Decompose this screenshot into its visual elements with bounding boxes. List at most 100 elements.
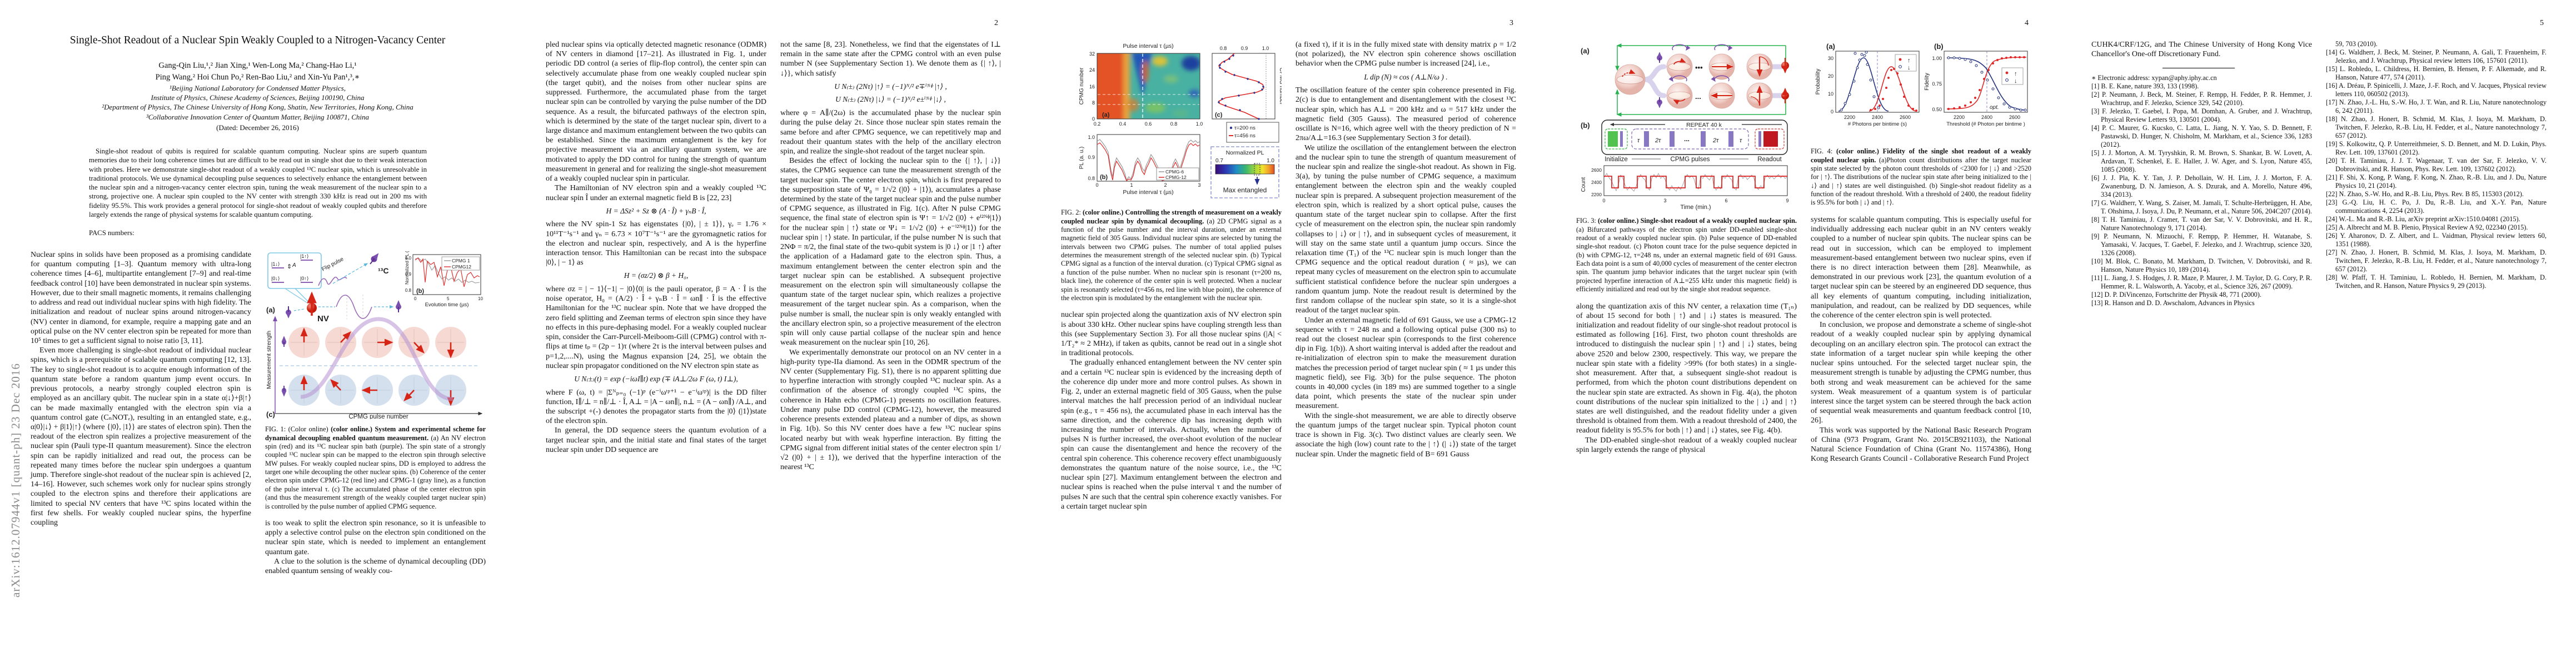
- caption-bold: (color online.) Single-shot readout of a…: [1597, 217, 1797, 225]
- body-paragraph: A clue to the solution is the scheme of …: [265, 557, 486, 576]
- axis-tick: 3: [1198, 182, 1200, 188]
- body-paragraph: The oscillation feature of the center sp…: [1296, 86, 1516, 143]
- legend-down-arrow: ↓: [1907, 64, 1911, 71]
- caption-body: (a) 2D CPMG signal as a function of the …: [1061, 217, 1282, 302]
- page-number-5: 5: [2540, 19, 2544, 27]
- axis-tick: 5: [447, 296, 450, 301]
- body-paragraph: systems for scalable quantum computing. …: [1811, 215, 2031, 320]
- fig2-heatmap: (a): [1097, 53, 1200, 120]
- fig2-panel-b-label: (b): [1100, 174, 1108, 181]
- fig2b-y-axis-label: PL (a. u.): [1079, 147, 1085, 170]
- reference-item: [25] A. Albrecht and M. B. Plenio, Physi…: [2326, 223, 2528, 231]
- reference-item: [12] D. P. DiVincenzo, Fortschritte der …: [2091, 291, 2261, 299]
- colorbar-title: Normalized PL: [1226, 150, 1264, 156]
- axis-tick: 6: [1725, 198, 1727, 203]
- cpmg12-curve-b: [1097, 142, 1200, 181]
- fig2a-y-ticks: 32 24 16 8 0: [1089, 51, 1095, 122]
- equation: H = ΔSz² + Sz ⊗ (A · Î) + γₙB · Î,: [606, 206, 706, 215]
- tau-label: τ: [1637, 137, 1640, 144]
- fig1-panel-c-label: (c): [266, 410, 275, 419]
- axis-tick: 1.0: [1262, 46, 1269, 51]
- tau456-points: [1218, 54, 1264, 120]
- pulse-dots: ...: [1684, 135, 1690, 143]
- axis-tick: 2400: [1591, 180, 1602, 185]
- svg-text:0.2: 0.2: [1094, 121, 1101, 127]
- reference-item: [11] L. Jiang, J. S. Hodges, J. R. Maze,…: [2091, 274, 2312, 291]
- figure-4-graphic: (a) 30 20 10 0 Probability: [1815, 42, 2028, 127]
- body-paragraph: where the NV spin-1 Sz has eigenstates {…: [546, 220, 766, 267]
- fig2a-y-axis-label: CPMG number: [1079, 67, 1085, 104]
- authors-line-1: Gang-Qin Liu,¹,² Jian Xing,¹ Wen-Long Ma…: [158, 61, 357, 70]
- body-paragraph: The Hamiltonian of NV electron spin and …: [546, 184, 766, 202]
- page2-right-column: not the same [8, 23]. Nonetheless, we fi…: [780, 40, 1001, 614]
- axis-tick: 2600: [2009, 115, 2020, 120]
- fig1-panel-b: Normalized PL (a. u.) 1.0 0.9 0.8 CPMG 1…: [404, 240, 483, 308]
- body-paragraph: We experimentally demonstrate our protoc…: [780, 348, 1001, 472]
- axis-tick: 2200: [1954, 115, 1965, 120]
- caption-lead: FIG. 1: (Color online): [265, 425, 331, 434]
- fig2-panel-a-label: (a): [1102, 112, 1110, 118]
- reference-item: [6] J. J. Pla, K. Y. Tan, J. P. Dehollai…: [2091, 174, 2312, 199]
- svg-text:0: 0: [1092, 116, 1095, 122]
- figure-4: (a) 30 20 10 0 Probability: [1811, 41, 2031, 207]
- axis-tick: 3: [1663, 198, 1666, 203]
- body-paragraph: where F (ω, t) = |Σᴺₚ₌₀ (−1)ᵖ (e⁻ⁱωᵗᵖ⁺¹ …: [546, 388, 766, 426]
- fig1-level-1up: |1↑⟩: [300, 253, 308, 259]
- author-block: Gang-Qin Liu,¹,² Jian Xing,¹ Wen-Long Ma…: [25, 60, 490, 132]
- fig2-colorbar-box: Normalized PL 0.7 1.0 Max entangled: [1210, 146, 1279, 198]
- affiliation-1b: Institute of Physics, Chinese Academy of…: [151, 93, 365, 102]
- axis-tick: 0.8: [1220, 46, 1227, 51]
- reference-item: [17] N. Zhao, J.-L. Hu, S.-W. Ho, J. T. …: [2326, 98, 2547, 115]
- reference-item: [4] P. C. Maurer, G. Kucsko, C. Latta, L…: [2091, 124, 2312, 149]
- pacs-line: PACS numbers:: [89, 229, 134, 237]
- fig1-flip-pulse-label: Flip pulse: [321, 256, 345, 273]
- legend-tau456: τ=456 ns: [1234, 133, 1255, 139]
- fig3-panel-a-label: (a): [1581, 47, 1590, 55]
- fig1-c13-label: ¹³C: [378, 266, 388, 275]
- fig1c-y-axis-label: Measurement strength: [266, 331, 272, 389]
- fig3-panel-b-label: (b): [1581, 121, 1590, 130]
- ellipsis-dots: ...: [1695, 92, 1701, 101]
- axis-tick: 10: [478, 296, 483, 301]
- down-state-distribution: [1838, 57, 1889, 112]
- fig2b-x-axis-label: Pulse interval τ (µs): [1123, 189, 1173, 196]
- fig4-panel-b-label: (b): [1934, 42, 1944, 51]
- caption-lead: FIG. 3:: [1576, 217, 1598, 225]
- axis-tick: 0.50: [1932, 107, 1942, 112]
- reference-item: [18] N. Zhao, J. Honert, B. Schmid, M. K…: [2326, 115, 2547, 140]
- repeat-label: REPEAT 40 k: [1686, 122, 1722, 128]
- svg-text:0.8: 0.8: [1170, 121, 1178, 127]
- figure-2-caption: FIG. 2: (color online.) Controlling the …: [1061, 208, 1282, 302]
- axis-tick: 20: [1828, 73, 1833, 79]
- fig3-panel-b: (b) REPEAT 40 k τ 2τ ... 2τ τ: [1581, 120, 1788, 163]
- flip-pulse-waveform: [318, 276, 347, 286]
- legend-cpmg6: CPMG-6: [1165, 169, 1184, 175]
- affiliation-1: ¹Beijing National Laboratory for Condens…: [170, 84, 346, 93]
- axis-tick: 0.9: [1241, 46, 1248, 51]
- fig1-level-0up: |0↑⟩: [300, 276, 308, 281]
- axis-tick: 2400: [1981, 115, 1992, 120]
- phase-sine-curve: [300, 317, 454, 401]
- fig4b-y-axis-label: Fidelity: [1924, 73, 1930, 91]
- reference-item: [23] G.-Q. Liu, H. C. Po, J. Du, R.-B. L…: [2326, 198, 2547, 215]
- two-tau-label: 2τ: [1655, 137, 1661, 144]
- caption-lead: FIG. 4:: [1811, 147, 1836, 156]
- affiliation-2: ²Department of Physics, The Chinese Univ…: [102, 103, 413, 112]
- equation: U N₍±₎ (2Nτ) |↑⟩ = (−1)ᴺ/² e∓ⁱᴺᶲ |↑⟩ ,: [834, 82, 947, 91]
- body-paragraph: We utilize the oscillation of the entang…: [1296, 143, 1516, 315]
- readout-label: Readout: [1757, 156, 1782, 163]
- fig3-panel-c: Count 2600 2400 2200 0 3 6 9 Time (min.): [1581, 165, 1789, 211]
- down-fidelity-points: [1947, 56, 2027, 112]
- body-paragraph: In general, the DD sequence steers the q…: [546, 426, 766, 454]
- figure-3-caption: FIG. 3: (color online.) Single-shot read…: [1576, 217, 1797, 293]
- initialize-label: Initialize: [1605, 156, 1628, 163]
- body-paragraph: This work was supported by the National …: [1811, 426, 2031, 464]
- figure-1-caption: FIG. 1: (Color online) (color online.) S…: [265, 425, 486, 511]
- axis-tick: 1: [1130, 182, 1133, 188]
- svg-text:16: 16: [1089, 84, 1095, 89]
- fig4a-y-axis-label: Probability: [1815, 69, 1821, 95]
- reference-item: [22] N. Zhao, S.-W. Ho, and R.-B. Liu, P…: [2326, 190, 2524, 198]
- caption-bold: (color online.) System and experimental …: [265, 425, 486, 442]
- bloch-spheres-top-path: •••: [1666, 44, 1773, 80]
- references-right: 59, 703 (2010). [14] G. Waldherr, J. Bec…: [2326, 40, 2547, 290]
